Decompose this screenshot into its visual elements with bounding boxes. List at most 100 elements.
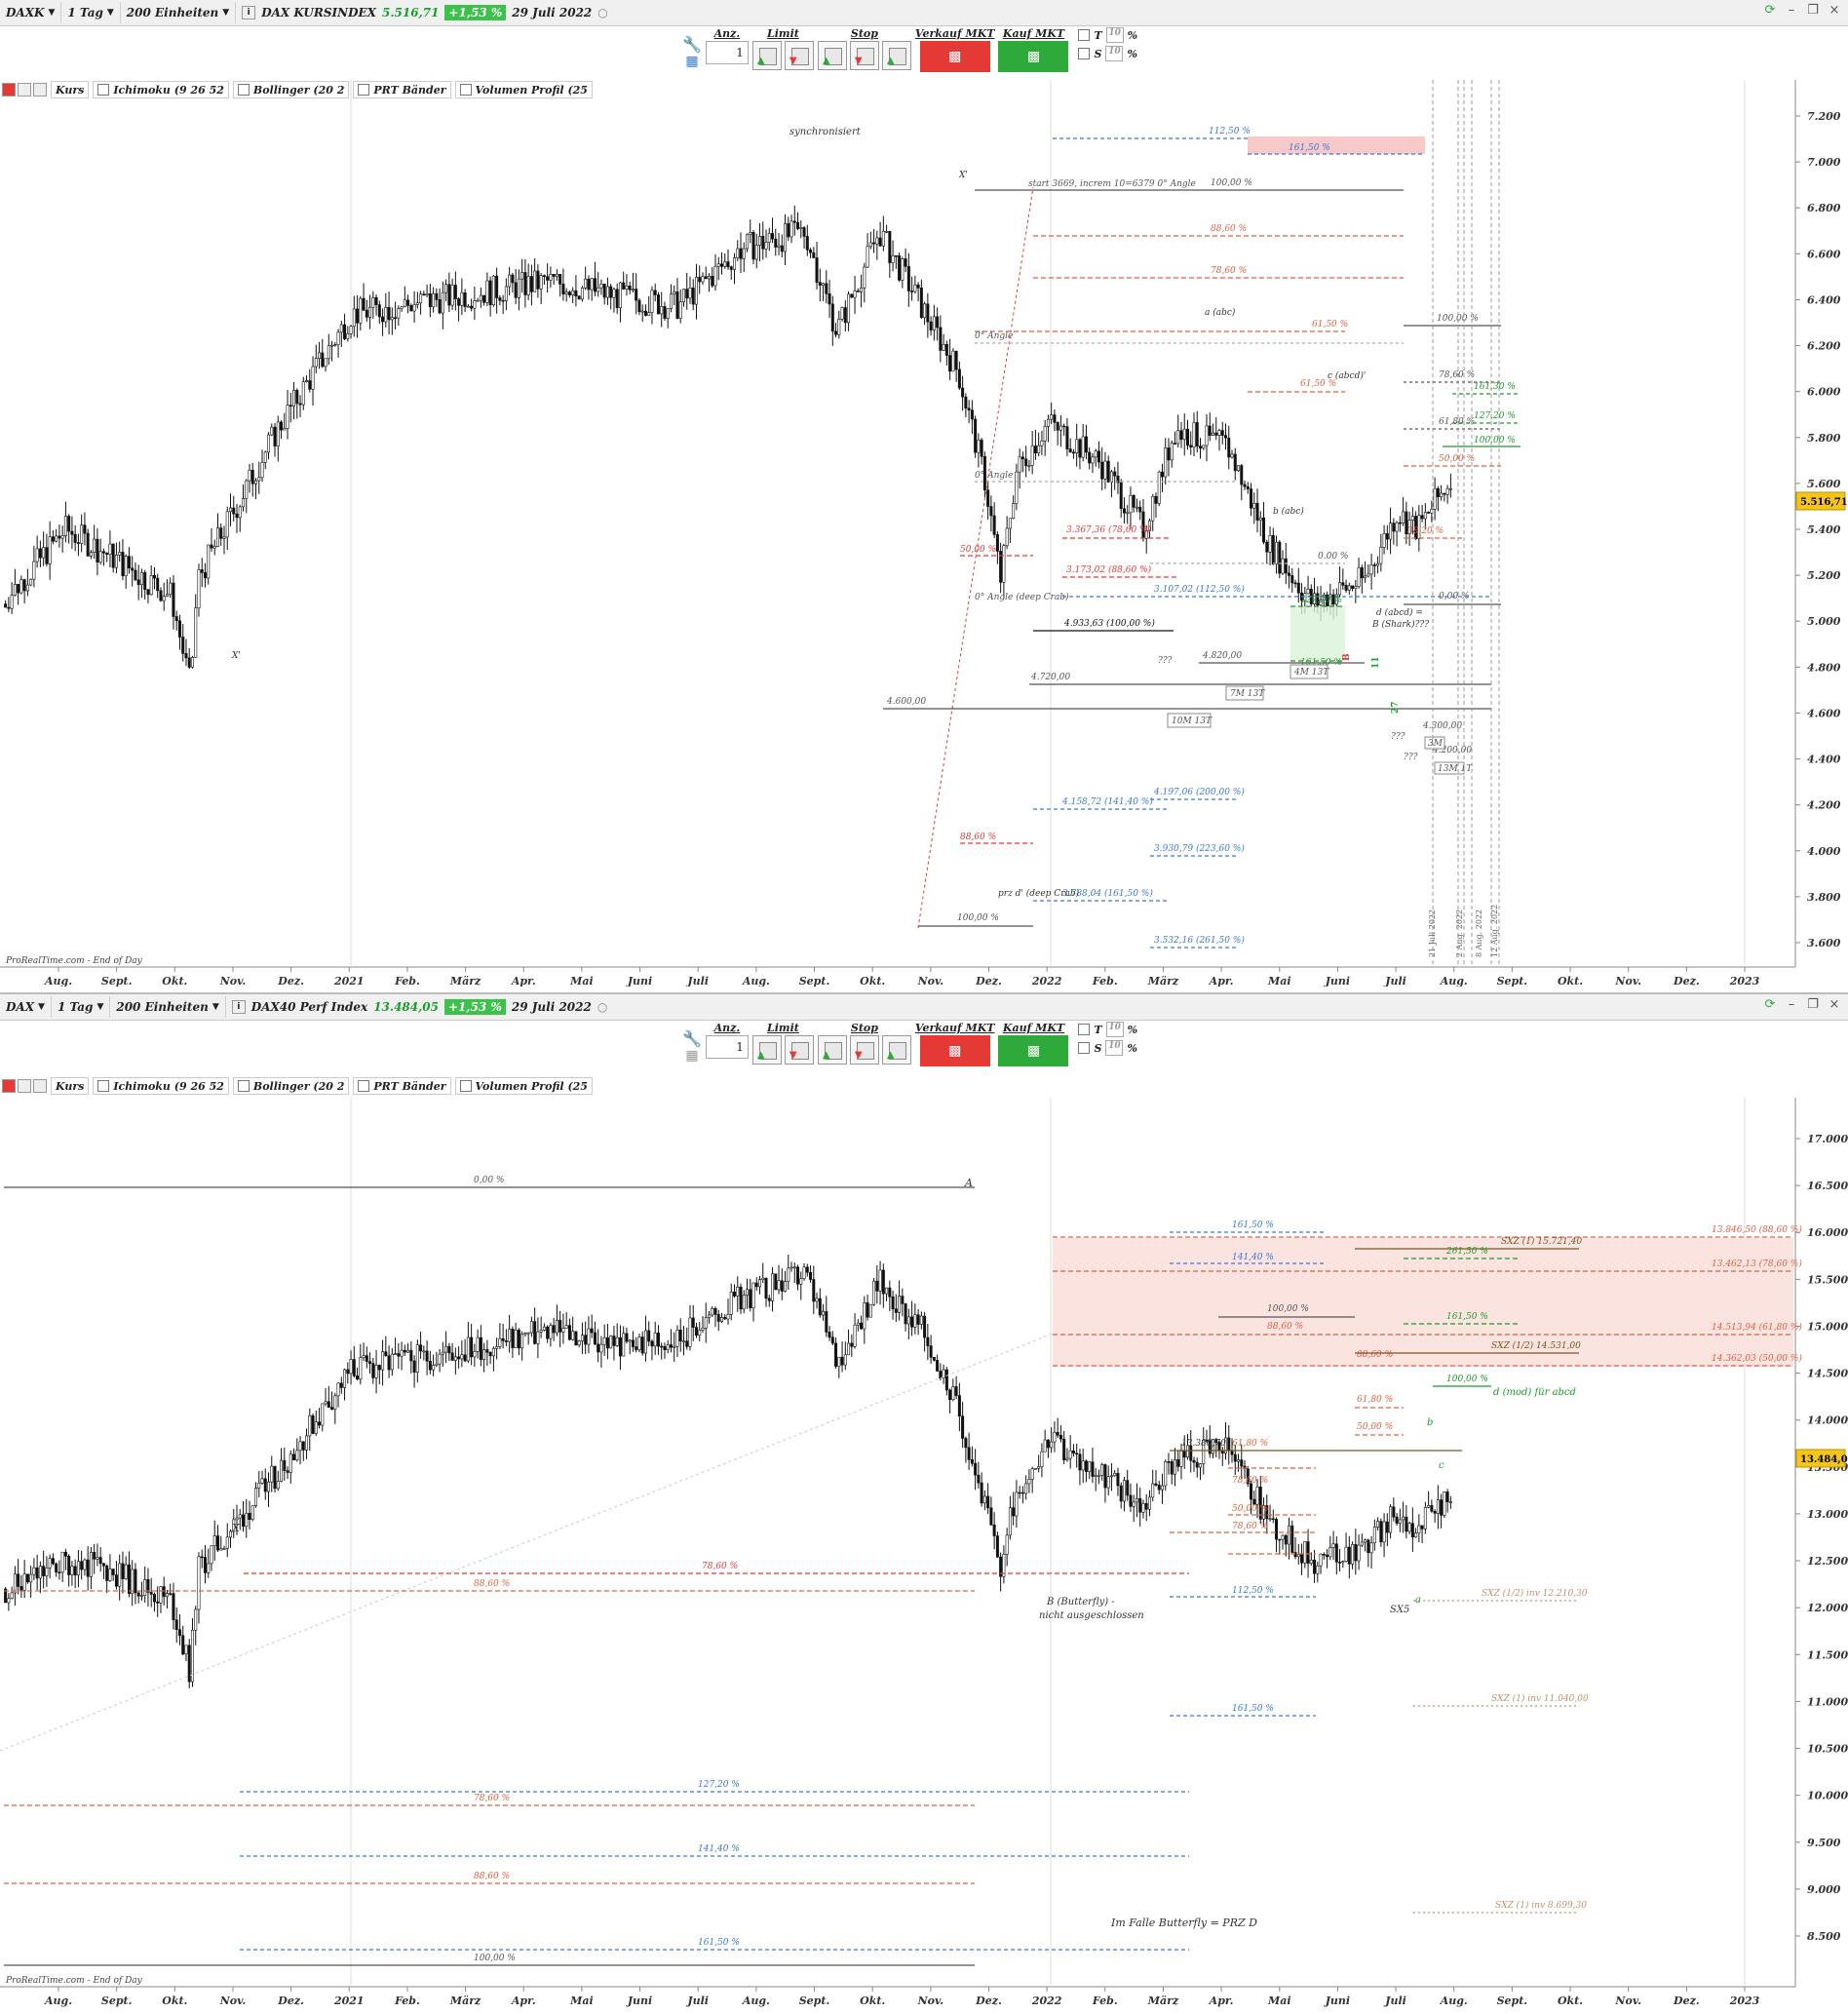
checkbox-icon[interactable] [459,84,472,96]
s-checkbox[interactable] [1078,48,1091,59]
candle-body [495,275,499,298]
stop-sell-button[interactable]: ▼ [849,41,879,70]
indicator-volume-profile[interactable]: Volumen Profil (25 [454,81,593,98]
instrument-info[interactable]: i DAX40 Perf Index 13.484,05 +1,53 % 29 … [226,996,614,1018]
candle-body [118,1563,122,1587]
close-icon[interactable]: × [1829,997,1840,1012]
indicator-volume-profile[interactable]: Volumen Profil (25 [454,1077,593,1095]
t-value[interactable]: 10 [1105,27,1124,43]
drawing-icon[interactable] [18,1079,31,1093]
add-indicator-icon[interactable] [2,1079,16,1093]
price-chart[interactable]: 7.200 7.000 6.800 6.600 6.400 6.200 6.000 5.800… [0,80,1848,987]
limit-sell-button[interactable]: ▼ [784,41,814,70]
indicator-ichimoku[interactable]: Ichimoku (9 26 52 [93,1077,229,1095]
minimize-icon[interactable]: – [1788,3,1795,18]
checkbox-icon[interactable] [97,84,110,96]
indicator-prt-bands[interactable]: PRT Bänder [353,1077,451,1095]
info-icon[interactable]: i [242,6,256,19]
checkbox-icon[interactable] [237,84,250,96]
buy-market-button[interactable]: ▩ [998,1035,1069,1066]
level-label: 3.367,36 (78,60 %) [1066,524,1152,535]
windows-icon[interactable] [33,1079,47,1093]
candle-body [590,278,594,290]
candle-body [1316,593,1320,606]
windows-icon[interactable] [33,83,47,97]
indicator-kurs[interactable]: Kurs [51,1077,90,1095]
calculator-icon[interactable]: ▦ [685,1048,699,1064]
sell-market-button[interactable]: ▩ [919,41,990,72]
point-label: X [231,1522,241,1534]
minimize-icon[interactable]: – [1788,997,1795,1012]
limit-buy-button[interactable]: ▲ [751,41,782,70]
candle-body [1440,1499,1444,1516]
candle-body [1344,1546,1348,1562]
candle-body [929,1345,933,1358]
buy-market-button[interactable]: ▩ [998,41,1069,72]
instrument-info[interactable]: i DAX KURSINDEX 5.516,71 +1,53 % 29 Juli… [236,2,614,23]
period-selector[interactable]: 1 Tag ▼ [52,996,111,1018]
candle-body [263,1478,267,1492]
refresh-icon[interactable]: ⟳ [1764,3,1776,18]
s-value[interactable]: 10 [1105,46,1124,61]
maximize-icon[interactable]: ❐ [1807,3,1819,18]
buy-label: Kauf MKT [1002,27,1065,40]
quantity-input[interactable]: 1 [705,41,749,64]
candle-body [1303,1541,1307,1564]
candle-body [742,1295,746,1310]
s-checkbox[interactable] [1078,1042,1091,1054]
indicator-prt-bands[interactable]: PRT Bänder [353,81,451,98]
units-selector[interactable]: 200 Einheiten ▼ [110,996,226,1018]
bar-count-label: B [1342,653,1352,661]
stop-buy-button[interactable]: ▲ [817,41,847,70]
instrument-selector[interactable]: DAXK ▼ [0,2,62,23]
maximize-icon[interactable]: ❐ [1807,997,1819,1012]
x-tick-label: Sept. [101,1995,133,2007]
close-icon[interactable]: × [1829,3,1840,18]
stop-sell-button[interactable]: ▼ [849,1035,879,1065]
checkbox-icon[interactable] [358,1080,370,1092]
checkbox-icon[interactable] [358,84,370,96]
drawing-icon[interactable] [18,83,31,97]
level-label: 50,00 % [960,545,996,555]
add-indicator-icon[interactable] [2,83,16,97]
units-selector[interactable]: 200 Einheiten ▼ [121,2,237,23]
wrench-icon[interactable]: 🔧 [682,1029,702,1048]
sell-market-button[interactable]: ▩ [919,1035,990,1066]
indicator-bollinger[interactable]: Bollinger (20 2 [232,1077,350,1095]
checkbox-icon[interactable] [459,1080,472,1092]
level-label: 50,00 % [1357,1422,1393,1432]
level-label: 4.200,00 [1432,746,1472,755]
t-checkbox[interactable] [1078,29,1091,41]
calculator-icon[interactable]: ▦ [685,54,699,69]
candle-body [828,293,831,305]
candle-body [441,291,444,314]
candle-body [1138,1497,1142,1513]
t-value[interactable]: 10 [1105,1022,1124,1037]
instrument-selector[interactable]: DAX ▼ [0,996,52,1018]
wrench-icon[interactable]: 🔧 [682,35,702,54]
indicator-bollinger[interactable]: Bollinger (20 2 [232,81,350,98]
candle-body [805,1266,809,1273]
candle-body [491,1347,495,1357]
t-checkbox[interactable] [1078,1024,1091,1035]
checkbox-icon[interactable] [237,1080,250,1092]
price-chart[interactable]: 17.000 16.500 16.000 15.500 15.000 14.500 14.0… [0,1098,1848,2014]
quantity-input[interactable]: 1 [705,1035,749,1059]
limit-sell-button[interactable]: ▼ [784,1035,814,1065]
indicator-kurs[interactable]: Kurs [51,81,90,98]
checkbox-icon[interactable] [97,1080,110,1092]
candle-body [1050,1441,1054,1449]
stop-limit-button[interactable]: ▲ [881,41,911,70]
candle-body [656,294,660,315]
candle-body [523,1333,527,1336]
s-value[interactable]: 10 [1105,1040,1124,1056]
limit-buy-button[interactable]: ▲ [751,1035,782,1065]
refresh-icon[interactable]: ⟳ [1764,997,1776,1012]
indicator-ichimoku[interactable]: Ichimoku (9 26 52 [93,81,229,98]
stop-buy-button[interactable]: ▲ [817,1035,847,1065]
candle-body [599,1343,603,1353]
candle-body [792,1266,796,1269]
stop-limit-button[interactable]: ▲ [881,1035,911,1065]
info-icon[interactable]: i [231,1000,246,1014]
period-selector[interactable]: 1 Tag ▼ [61,2,121,23]
